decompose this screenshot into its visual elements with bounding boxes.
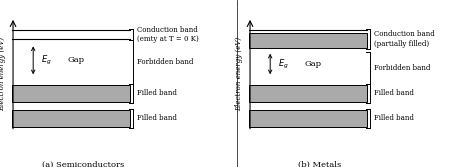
Text: Gap: Gap — [67, 56, 84, 64]
Text: Forbidden band: Forbidden band — [374, 64, 430, 72]
Bar — [249, 33, 367, 48]
Text: Electron energy (eV): Electron energy (eV) — [0, 37, 6, 111]
Text: $E_g$: $E_g$ — [42, 54, 52, 67]
Text: Filled band: Filled band — [137, 114, 177, 122]
Text: Filled band: Filled band — [374, 89, 414, 97]
Text: Gap: Gap — [304, 60, 321, 68]
Text: (a) Semiconductors: (a) Semiconductors — [42, 161, 124, 167]
Text: (b) Metals: (b) Metals — [298, 161, 342, 167]
Text: Conduction band
(partially filled): Conduction band (partially filled) — [374, 30, 435, 48]
Bar — [249, 110, 367, 127]
Text: Filled band: Filled band — [137, 89, 177, 97]
Text: Forbidden band: Forbidden band — [137, 58, 193, 66]
Text: Filled band: Filled band — [374, 114, 414, 122]
Bar — [249, 85, 367, 102]
Text: $E_g$: $E_g$ — [279, 57, 289, 70]
Bar — [12, 85, 130, 102]
Text: Electron energy (eV): Electron energy (eV) — [235, 37, 243, 111]
Text: Conduction band
(emty at T = 0 K): Conduction band (emty at T = 0 K) — [137, 26, 199, 43]
Bar — [12, 110, 130, 127]
